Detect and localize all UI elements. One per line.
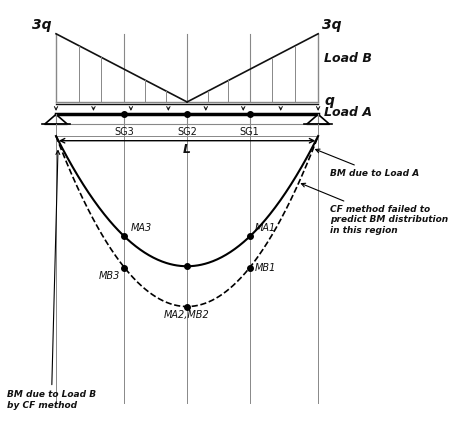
Text: SG2: SG2 <box>177 127 197 137</box>
Text: 3q: 3q <box>322 18 342 32</box>
Text: SG1: SG1 <box>240 127 260 137</box>
Text: L: L <box>183 143 191 156</box>
Text: BM due to Load B
by CF method: BM due to Load B by CF method <box>7 151 96 410</box>
Text: SG3: SG3 <box>115 127 134 137</box>
Text: CF method failed to
predict BM distribution
in this region: CF method failed to predict BM distribut… <box>301 183 448 234</box>
Text: Load A: Load A <box>324 106 372 119</box>
Text: MA3: MA3 <box>130 223 152 233</box>
Text: MB1: MB1 <box>255 262 276 273</box>
Text: MA1: MA1 <box>255 223 276 233</box>
Text: MB3: MB3 <box>99 271 120 281</box>
Text: MA2,MB2: MA2,MB2 <box>164 310 210 320</box>
Text: q: q <box>324 94 334 108</box>
Text: 3q: 3q <box>32 18 52 32</box>
Text: Load B: Load B <box>324 52 372 65</box>
Text: BM due to Load A: BM due to Load A <box>316 149 419 178</box>
